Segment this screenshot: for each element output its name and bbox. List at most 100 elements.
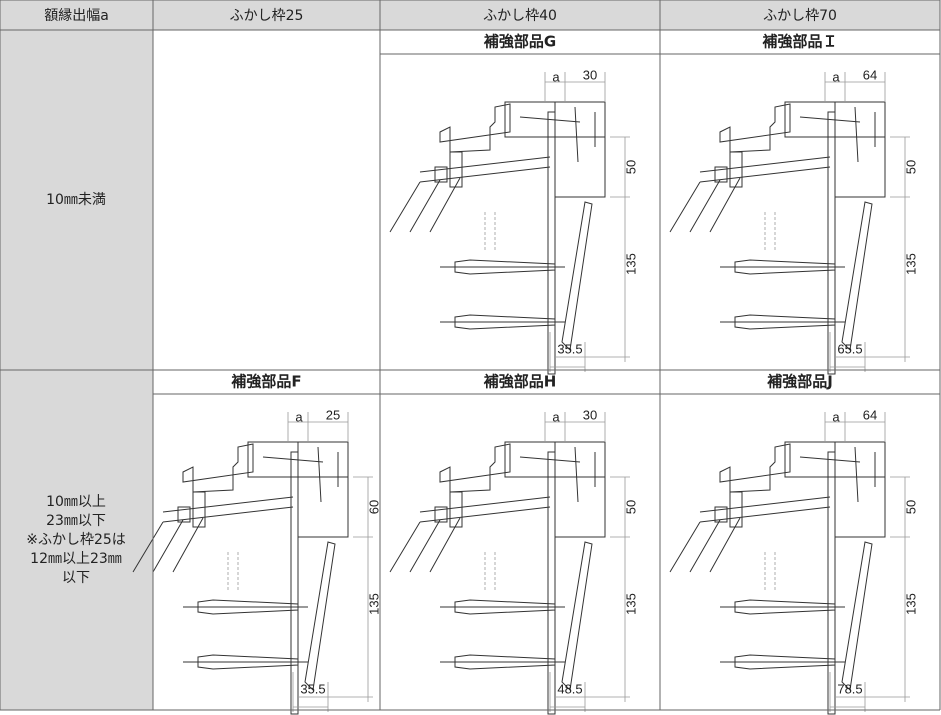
row-label: 23㎜以下 (46, 513, 106, 529)
drawing-stroke (449, 491, 463, 528)
drawing-stroke (182, 443, 254, 493)
drawing-stroke (192, 491, 206, 528)
dimension-label: 25 (326, 407, 340, 422)
drawing-stroke (484, 212, 496, 252)
drawing-stroke (824, 412, 886, 442)
row-label: ※ふかし枠25は (26, 532, 126, 548)
dimension-label: 135 (903, 253, 918, 275)
dimension-label: 65.5 (837, 341, 862, 356)
drawing-stroke (510, 101, 606, 138)
dimension-label: 50 (903, 160, 918, 174)
drawing-stroke (729, 151, 743, 188)
drawing-stroke (253, 441, 349, 478)
drawing-stroke (714, 166, 728, 183)
drawing-stroke (554, 136, 606, 198)
part-title: 補強部品F (230, 373, 301, 391)
dimension-label: 60 (366, 500, 381, 514)
row-label: 10㎜以上 (46, 494, 106, 510)
drawing-stroke (197, 599, 299, 615)
drawing-stroke (389, 156, 551, 233)
column-header: ふかし枠25 (230, 8, 304, 24)
dimension-label: 35.5 (557, 341, 582, 356)
drawing-stroke (764, 552, 776, 592)
drawing-stroke (439, 443, 511, 493)
dimension-label: 135 (623, 593, 638, 615)
dimension-label: 135 (366, 593, 381, 615)
row-label: 以下 (62, 570, 90, 586)
dimension-label: a (832, 409, 840, 424)
dimension-label: 64 (863, 67, 877, 82)
drawing-stroke (835, 476, 910, 702)
drawing-stroke (547, 451, 556, 715)
drawing-stroke (544, 412, 606, 442)
drawing-stroke (439, 103, 511, 153)
dimension-label: 50 (903, 500, 918, 514)
drawing-stroke (734, 599, 836, 615)
drawing-stroke (197, 654, 299, 670)
dimension-label: a (552, 69, 560, 84)
drawing-stroke (434, 166, 448, 183)
drawing-stroke (841, 201, 873, 352)
dimension-label: 30 (583, 67, 597, 82)
drawing-stroke (555, 136, 630, 362)
technical-drawing: a 25 60 135 35.5 (132, 407, 381, 715)
drawing-stroke (177, 506, 191, 523)
row-label: 10㎜未満 (46, 192, 106, 208)
dimension-label: 50 (623, 160, 638, 174)
drawing-stroke (561, 201, 593, 352)
drawing-stroke (554, 476, 606, 538)
technical-drawing: a 30 50 135 35.5 (389, 67, 638, 375)
drawing-stroke (290, 451, 299, 715)
drawing-stroke (719, 103, 791, 153)
drawing-stroke (292, 672, 329, 712)
part-title: 補強部品H (483, 373, 557, 391)
drawing-stroke (544, 72, 606, 102)
drawing-stroke (454, 259, 556, 275)
drawing-stroke (834, 476, 886, 538)
drawing-stroke (434, 506, 448, 523)
drawing-stroke (484, 552, 496, 592)
drawing-stroke (547, 111, 556, 375)
header-bg (0, 0, 940, 30)
dimension-label: 48.5 (557, 681, 582, 696)
drawing-stroke (454, 654, 556, 670)
drawing-stroke (841, 541, 873, 692)
drawing-stroke (827, 451, 836, 715)
part-title: 補強部品G (483, 33, 556, 51)
drawing-stroke (262, 446, 339, 503)
drawing-stroke (764, 212, 776, 252)
part-title: 補強部品J (766, 373, 833, 391)
drawing-stroke (829, 332, 866, 372)
dimension-label: a (552, 409, 560, 424)
column-header: 額縁出幅a (44, 8, 109, 24)
column-header: ふかし枠40 (483, 8, 557, 24)
drawing-stroke (790, 101, 886, 138)
drawing-stroke (549, 672, 586, 712)
drawing-stroke (835, 136, 910, 362)
dimension-label: 135 (623, 253, 638, 275)
drawing-stroke (719, 443, 791, 493)
drawing-stroke (132, 496, 294, 573)
technical-drawing: a 64 50 135 78.5 (669, 407, 918, 715)
drawing-stroke (827, 111, 836, 375)
dimension-label: 30 (583, 407, 597, 422)
drawing-stroke (734, 314, 836, 330)
dimension-label: 135 (903, 593, 918, 615)
row-label: 12㎜以上23㎜ (30, 551, 122, 567)
drawing-stroke (829, 672, 866, 712)
drawing-stroke (561, 541, 593, 692)
drawing-stroke (287, 412, 349, 442)
drawing-stroke (510, 441, 606, 478)
drawing-stroke (298, 476, 373, 702)
drawing-stroke (790, 441, 886, 478)
drawing-stroke (454, 314, 556, 330)
drawing-stroke (389, 496, 551, 573)
drawing-stroke (549, 332, 586, 372)
drawing-stroke (555, 476, 630, 702)
drawing-stroke (799, 446, 876, 503)
drawing-stroke (227, 552, 239, 592)
drawing-stroke (519, 106, 596, 163)
drawing-stroke (669, 156, 831, 233)
drawing-stroke (834, 136, 886, 198)
